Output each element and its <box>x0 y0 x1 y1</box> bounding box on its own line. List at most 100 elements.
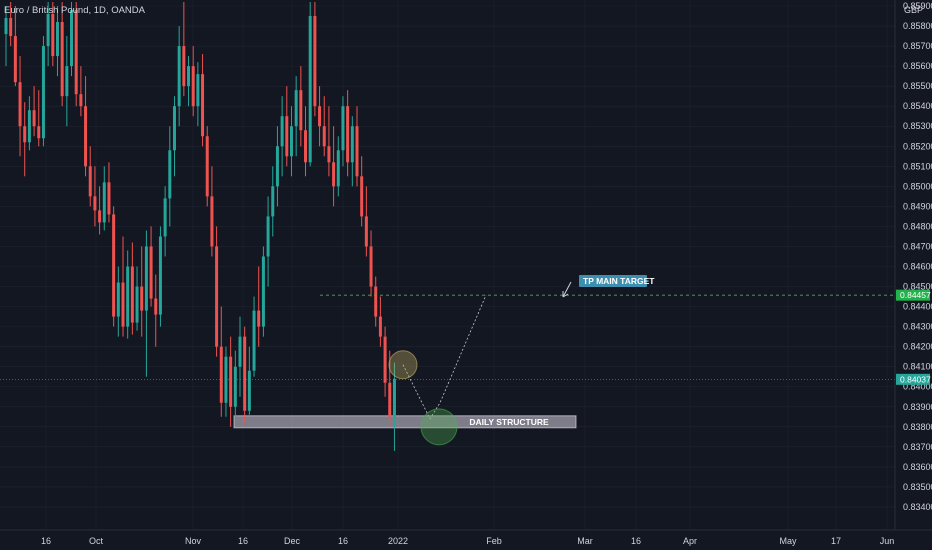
candle-body <box>346 106 350 163</box>
time-tick-label: Oct <box>89 536 104 546</box>
candle-body <box>65 66 69 97</box>
structure-label-text: DAILY STRUCTURE <box>469 417 549 427</box>
candle-body <box>98 210 102 223</box>
candle <box>158 226 162 327</box>
candle-body <box>322 126 326 147</box>
candle-body <box>201 74 205 137</box>
candle <box>70 2 74 77</box>
time-tick-label: Feb <box>486 536 502 546</box>
candle <box>163 186 167 257</box>
time-tick-label: 16 <box>41 536 51 546</box>
candle-body <box>13 36 17 83</box>
candle <box>280 96 284 177</box>
candle <box>210 166 214 257</box>
candle <box>285 86 289 167</box>
candle-body <box>121 282 125 327</box>
candle <box>318 86 322 147</box>
candle-body <box>388 382 392 417</box>
arrow-icon <box>562 281 572 298</box>
time-tick-label: 17 <box>831 536 841 546</box>
currency-label: GBP <box>904 5 923 15</box>
candle-body <box>70 10 74 67</box>
candle <box>332 126 336 207</box>
tp-main-target-label[interactable]: TP MAIN TARGET <box>579 275 655 287</box>
candle-body <box>266 216 270 257</box>
candle <box>140 246 144 337</box>
current-price-text: 0.84037 <box>900 374 931 384</box>
candle-body <box>247 370 251 411</box>
time-axis[interactable]: 16 Oct Nov 16 Dec 16 2022 Feb Mar 16 Apr May 17 Jun <box>41 536 894 546</box>
candle <box>144 230 148 377</box>
candle-body <box>126 266 130 327</box>
candle <box>374 276 378 327</box>
candle <box>350 116 354 187</box>
candle-body <box>93 196 97 211</box>
candles <box>4 2 396 451</box>
candle-body <box>37 126 41 139</box>
candle <box>322 96 326 157</box>
candle <box>168 126 172 227</box>
candle-body <box>355 126 359 177</box>
candle-body <box>313 16 317 107</box>
time-tick-label: Dec <box>284 536 301 546</box>
candle-body <box>224 356 228 403</box>
candle <box>336 136 340 197</box>
candle-body <box>215 246 219 347</box>
time-tick-label: 16 <box>238 536 248 546</box>
candle-body <box>318 106 322 127</box>
candle-body <box>107 182 111 215</box>
candle <box>23 102 27 177</box>
candle <box>79 66 83 117</box>
candle-body <box>172 106 176 151</box>
target-entry-circle <box>420 408 458 446</box>
candle-body <box>271 186 275 217</box>
target-price-text: 0.84457 <box>900 290 931 300</box>
candle <box>313 2 317 117</box>
candle <box>355 106 359 187</box>
candle <box>187 56 191 107</box>
current-price-tag: 0.84037 <box>896 373 931 385</box>
candle <box>51 2 55 67</box>
candle-body <box>158 236 162 315</box>
candle <box>233 350 237 423</box>
candle <box>219 306 223 417</box>
candle-body <box>74 10 78 95</box>
candle <box>84 76 88 177</box>
candle-body <box>163 198 167 237</box>
candle-body <box>135 286 139 323</box>
candle <box>121 236 125 337</box>
candle-body <box>299 90 303 131</box>
candle <box>116 266 120 337</box>
candle <box>229 336 233 427</box>
candle-body <box>9 18 13 37</box>
candle-body <box>289 126 293 157</box>
candle <box>383 326 387 397</box>
candle-body <box>243 336 247 411</box>
candle <box>261 246 265 337</box>
candle <box>205 126 209 207</box>
candle-body <box>238 336 242 367</box>
candle <box>346 90 350 177</box>
candle <box>215 226 219 357</box>
candle-body <box>112 214 116 317</box>
candle <box>224 346 228 417</box>
candle <box>4 6 8 67</box>
price-tick-label: 0.83400 <box>903 502 932 512</box>
candle-body <box>332 162 336 187</box>
symbol-title: Euro / British Pound, 1D, OANDA <box>4 5 146 16</box>
candle-body <box>84 106 88 167</box>
candle-body <box>392 378 396 417</box>
